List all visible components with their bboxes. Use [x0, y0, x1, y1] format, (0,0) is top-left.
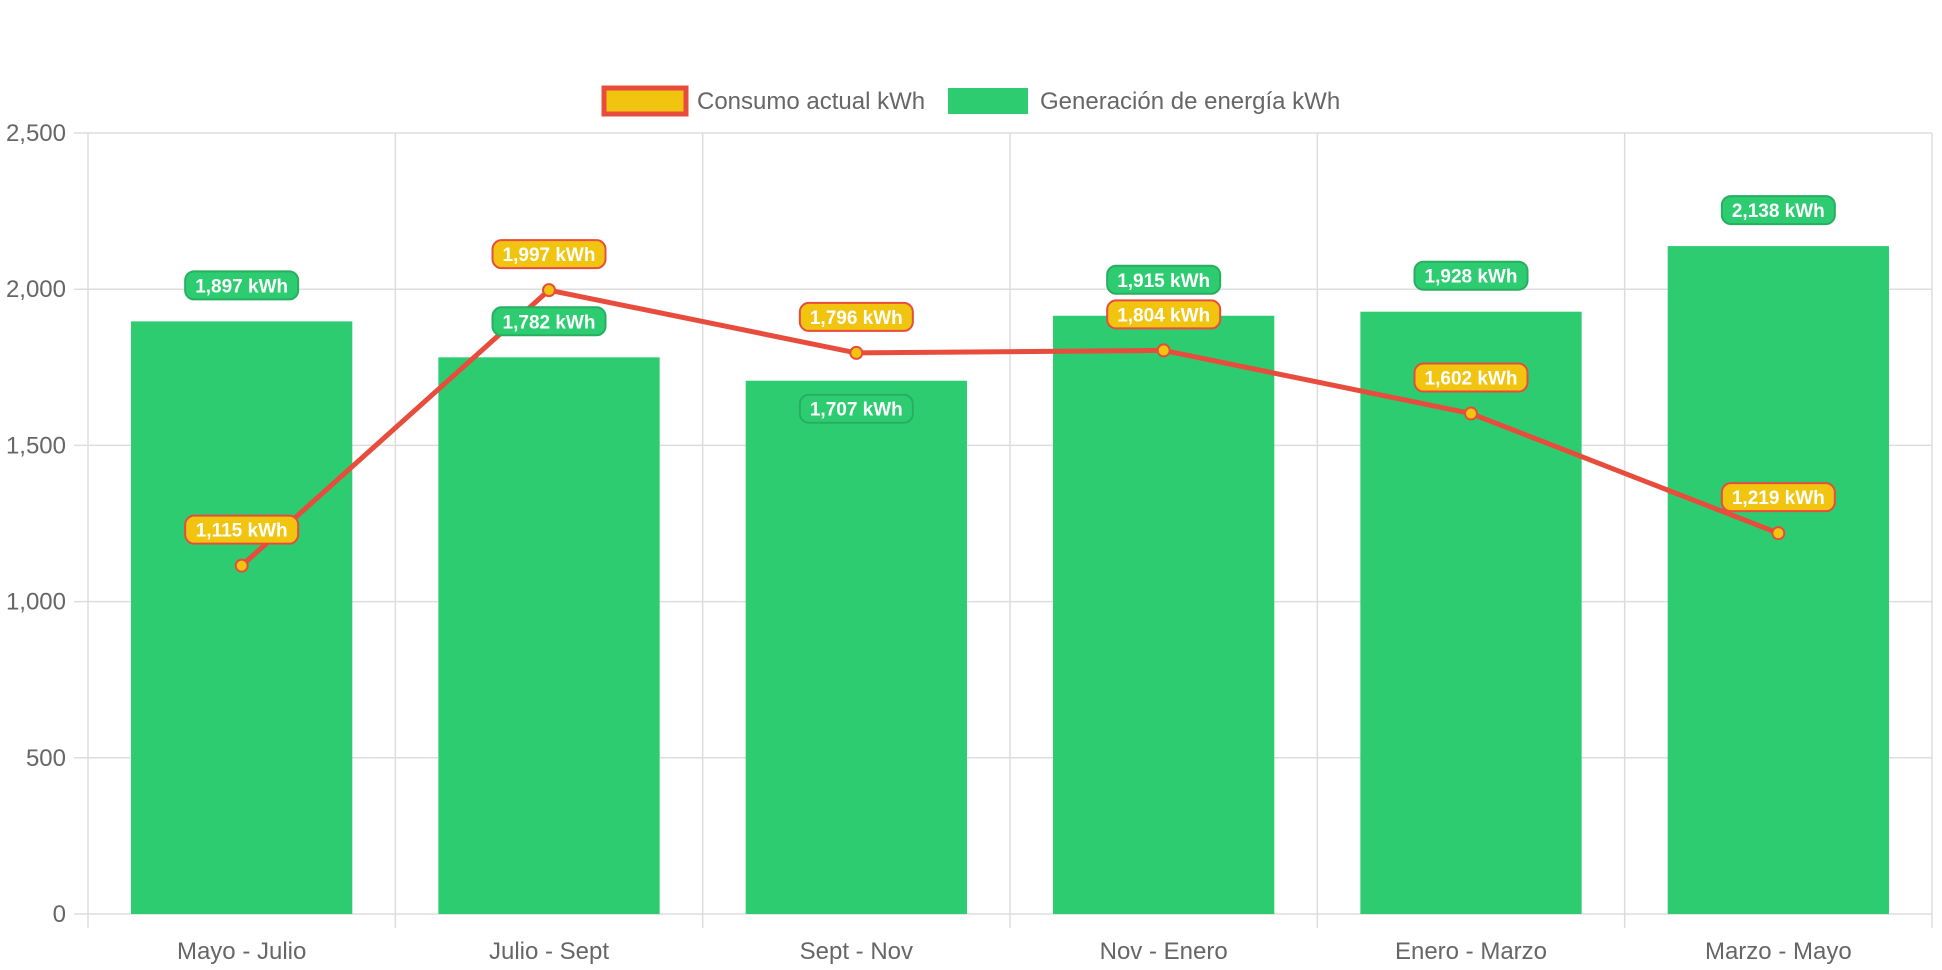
- line-point: [1771, 526, 1786, 541]
- bar-data-label-bg: [491, 306, 607, 337]
- data-labels: 1,897 kWh 1,782 kWh 1,707 kWh 1,915 kWh 1,92…: [184, 195, 1836, 545]
- y-tick-label: 1,000: [6, 589, 66, 616]
- x-tick-label: Sept - Nov: [800, 938, 913, 965]
- line-data-label-badge: 1,997 kWh: [491, 239, 607, 270]
- line-point: [542, 283, 556, 298]
- line-data-label-badge: 1,219 kWh: [1720, 482, 1836, 513]
- x-tick-label: Enero - Marzo: [1395, 938, 1547, 965]
- line-data-label-bg: [1106, 299, 1222, 330]
- bar: [1053, 315, 1275, 914]
- bar-data-label-badge: 1,782 kWh: [491, 306, 607, 337]
- line-data-label: 1,997 kWh: [503, 245, 596, 266]
- bar-data-label: 1,928 kWh: [1425, 267, 1518, 288]
- bar-data-label-badge: 1,897 kWh: [184, 270, 300, 301]
- line-data-label-bg: [1720, 482, 1836, 513]
- line-data-label: 1,602 kWh: [1425, 369, 1518, 390]
- bar: [1667, 246, 1889, 914]
- bar-data-label-badge: 1,707 kWh: [798, 393, 914, 424]
- line-point: [234, 558, 249, 573]
- legend-label-consumo[interactable]: Consumo actual kWh: [697, 88, 925, 115]
- line-data-label-bg: [798, 301, 914, 332]
- line-data-label: 1,115 kWh: [196, 521, 288, 542]
- x-tick-label: Mayo - Julio: [177, 938, 306, 965]
- y-tick-label: 2,500: [6, 120, 66, 147]
- line-data-label-bg: [184, 514, 300, 545]
- bar-series: [131, 246, 1889, 915]
- bar-data-label-badge: 1,915 kWh: [1106, 264, 1222, 295]
- line-data-label-badge: 1,115 kWh: [184, 514, 300, 545]
- line-data-label-badge: 1,602 kWh: [1413, 362, 1529, 393]
- legend-swatch-consumo[interactable]: [601, 85, 689, 117]
- bar-data-label: 2,138 kWh: [1732, 201, 1825, 222]
- bar-data-label-bg: [1413, 260, 1529, 291]
- bar-data-label: 1,782 kWh: [503, 312, 596, 333]
- grid: [74, 132, 1933, 928]
- line-path: [239, 287, 1780, 568]
- y-tick-label: 0: [53, 901, 66, 928]
- line-data-label: 1,796 kWh: [810, 308, 903, 329]
- bar-data-label-bg: [798, 393, 914, 424]
- y-tick-label: 1,500: [6, 432, 66, 459]
- bar: [1360, 311, 1582, 914]
- bar: [745, 380, 967, 915]
- line-data-label: 1,804 kWh: [1117, 305, 1210, 326]
- bar-data-label-bg: [1106, 264, 1222, 295]
- x-tick-label: Julio - Sept: [489, 938, 609, 965]
- line-data-label: 1,219 kWh: [1732, 488, 1825, 509]
- line-point: [1156, 343, 1171, 358]
- line-data-label-bg: [491, 239, 607, 270]
- bar: [438, 357, 660, 914]
- bar-data-label: 1,707 kWh: [810, 400, 903, 421]
- bar-data-label: 1,897 kWh: [195, 276, 288, 297]
- x-tick-label: Marzo - Mayo: [1705, 938, 1852, 965]
- line-data-label-badge: 1,796 kWh: [798, 301, 914, 332]
- bar-data-label-badge: 1,928 kWh: [1413, 260, 1529, 291]
- line-series: [234, 283, 1786, 573]
- legend-label-generacion[interactable]: Generación de energía kWh: [1040, 88, 1340, 115]
- bar-data-label-badge: 2,138 kWh: [1720, 195, 1836, 226]
- line-data-label-badge: 1,804 kWh: [1106, 299, 1222, 330]
- axes: 0 500 1,000 1,500 2,000 2,500 Mayo - Julio Juli…: [6, 120, 1852, 965]
- legend-swatch-generacion[interactable]: [948, 88, 1028, 114]
- line-data-label-bg: [1413, 362, 1529, 393]
- y-tick-label: 2,000: [6, 276, 66, 303]
- x-tick-label: Nov - Enero: [1100, 938, 1228, 965]
- y-tick-label: 500: [26, 745, 66, 772]
- line-point: [849, 345, 864, 360]
- line-point: [1464, 406, 1478, 421]
- bar: [131, 321, 353, 914]
- bar-data-label: 1,915 kWh: [1117, 271, 1210, 292]
- bar-data-label-bg: [184, 270, 300, 301]
- legend: Consumo actual kWh Generación de energía…: [601, 85, 1340, 117]
- bar-data-label-bg: [1720, 195, 1836, 226]
